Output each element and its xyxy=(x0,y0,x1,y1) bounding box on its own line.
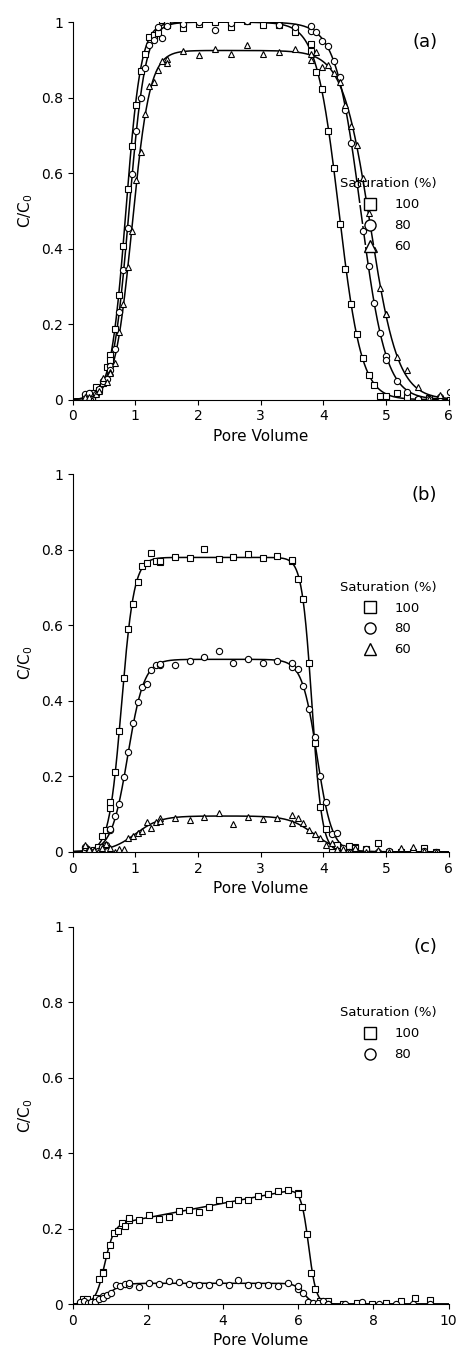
X-axis label: Pore Volume: Pore Volume xyxy=(213,429,308,444)
Text: (c): (c) xyxy=(413,938,437,956)
Legend: 100, 80, 60: 100, 80, 60 xyxy=(335,575,442,662)
Y-axis label: C/C$_0$: C/C$_0$ xyxy=(17,646,36,681)
Y-axis label: C/C$_0$: C/C$_0$ xyxy=(17,1097,36,1133)
Text: (a): (a) xyxy=(412,34,437,52)
Legend: 100, 80, 60: 100, 80, 60 xyxy=(335,172,442,258)
Y-axis label: C/C$_0$: C/C$_0$ xyxy=(17,194,36,228)
X-axis label: Pore Volume: Pore Volume xyxy=(213,1334,308,1349)
X-axis label: Pore Volume: Pore Volume xyxy=(213,882,308,895)
Legend: 100, 80: 100, 80 xyxy=(335,1001,442,1066)
Text: (b): (b) xyxy=(412,486,437,504)
